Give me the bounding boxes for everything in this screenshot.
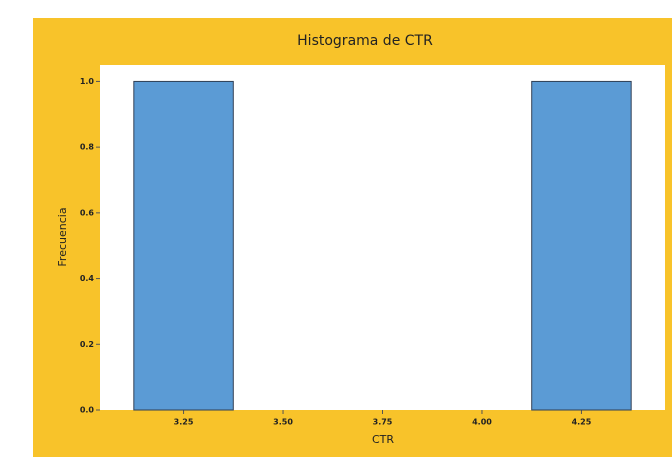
x-tick-label: 3.25 — [174, 418, 194, 427]
y-tick-label: 0.2 — [80, 340, 94, 349]
y-tick-label: 0.8 — [80, 143, 95, 152]
x-tick-label: 4.00 — [472, 418, 492, 427]
x-tick-label: 3.50 — [273, 418, 293, 427]
bar — [133, 80, 234, 411]
bar — [531, 80, 632, 411]
x-tick-label: 3.75 — [373, 418, 393, 427]
y-tick-label: 1.0 — [80, 77, 95, 86]
x-tick-label: 4.25 — [572, 418, 592, 427]
y-tick-label: 0.0 — [80, 406, 95, 415]
y-tick-label: 0.4 — [80, 274, 95, 283]
chart-title: Histograma de CTR — [297, 33, 433, 49]
y-tick-label: 0.6 — [80, 208, 95, 217]
y-axis-label: Frecuencia — [56, 207, 69, 266]
x-axis-label: CTR — [372, 433, 394, 446]
